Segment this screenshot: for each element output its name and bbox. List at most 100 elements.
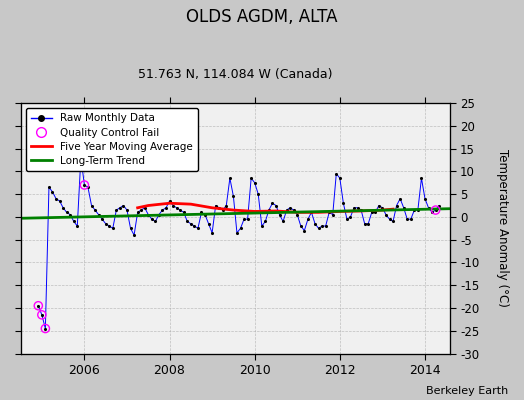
Point xyxy=(70,218,78,225)
Point xyxy=(421,196,429,202)
Point xyxy=(176,207,184,213)
Point xyxy=(137,207,145,213)
Point xyxy=(130,232,138,238)
Point xyxy=(169,202,177,209)
Point xyxy=(332,170,341,177)
Point xyxy=(187,220,195,227)
Point xyxy=(201,212,209,218)
Point xyxy=(91,207,99,213)
Point xyxy=(126,225,135,232)
Point xyxy=(321,223,330,229)
Point xyxy=(382,212,390,218)
Point xyxy=(233,230,241,236)
Point xyxy=(140,204,149,211)
Point xyxy=(367,209,376,216)
Point xyxy=(62,209,71,216)
Point xyxy=(222,202,231,209)
Point xyxy=(353,204,362,211)
Point xyxy=(431,207,440,213)
Point xyxy=(162,204,170,211)
Point xyxy=(282,207,291,213)
Point xyxy=(229,193,237,200)
Point xyxy=(375,202,383,209)
Point xyxy=(361,220,369,227)
Point xyxy=(329,212,337,218)
Point xyxy=(77,154,85,161)
Point xyxy=(212,202,220,209)
Point xyxy=(385,216,394,222)
Point xyxy=(311,220,319,227)
Point xyxy=(34,302,42,309)
Point xyxy=(208,230,216,236)
Point xyxy=(59,204,67,211)
Point xyxy=(194,225,202,232)
Point xyxy=(325,209,333,216)
Point xyxy=(293,212,301,218)
Point xyxy=(247,175,255,181)
Point xyxy=(215,204,223,211)
Point xyxy=(392,202,401,209)
Point xyxy=(88,202,96,209)
Point xyxy=(166,198,174,204)
Point xyxy=(399,204,408,211)
Point xyxy=(350,204,358,211)
Point xyxy=(41,325,50,332)
Point xyxy=(183,218,191,225)
Point xyxy=(98,216,106,222)
Point xyxy=(357,207,365,213)
Point xyxy=(275,212,283,218)
Point xyxy=(56,198,64,204)
Point xyxy=(80,182,89,188)
Y-axis label: Temperature Anomaly (°C): Temperature Anomaly (°C) xyxy=(496,149,509,307)
Point xyxy=(435,202,443,209)
Point xyxy=(378,204,387,211)
Text: Berkeley Earth: Berkeley Earth xyxy=(426,386,508,396)
Point xyxy=(226,175,234,181)
Point xyxy=(286,204,294,211)
Point xyxy=(304,216,312,222)
Point xyxy=(250,180,259,186)
Point xyxy=(336,175,344,181)
Point xyxy=(112,207,121,213)
Point xyxy=(105,223,113,229)
Legend: Raw Monthly Data, Quality Control Fail, Five Year Moving Average, Long-Term Tren: Raw Monthly Data, Quality Control Fail, … xyxy=(26,108,198,171)
Point xyxy=(134,209,142,216)
Point xyxy=(190,223,199,229)
Point xyxy=(403,216,411,222)
Point xyxy=(180,209,188,216)
Point xyxy=(219,207,227,213)
Point xyxy=(158,207,167,213)
Point xyxy=(148,216,156,222)
Point xyxy=(371,209,379,216)
Point xyxy=(346,214,355,220)
Point xyxy=(52,196,60,202)
Point xyxy=(389,218,397,225)
Point xyxy=(424,204,433,211)
Point xyxy=(80,182,89,188)
Point xyxy=(151,218,160,225)
Point xyxy=(240,216,248,222)
Point xyxy=(407,216,415,222)
Point xyxy=(318,223,326,229)
Point xyxy=(431,207,440,213)
Point xyxy=(396,196,405,202)
Point xyxy=(48,189,57,195)
Point xyxy=(172,204,181,211)
Point xyxy=(144,212,152,218)
Point xyxy=(102,220,110,227)
Point xyxy=(290,207,298,213)
Point xyxy=(123,207,131,213)
Title: 51.763 N, 114.084 W (Canada): 51.763 N, 114.084 W (Canada) xyxy=(138,68,332,81)
Point xyxy=(198,209,206,216)
Point xyxy=(428,209,436,216)
Point xyxy=(45,184,53,190)
Point xyxy=(254,191,263,197)
Point xyxy=(279,218,287,225)
Point xyxy=(34,302,42,309)
Point xyxy=(204,220,213,227)
Point xyxy=(66,212,74,218)
Point xyxy=(410,207,419,213)
Point xyxy=(41,325,50,332)
Point xyxy=(38,312,46,318)
Point xyxy=(417,175,425,181)
